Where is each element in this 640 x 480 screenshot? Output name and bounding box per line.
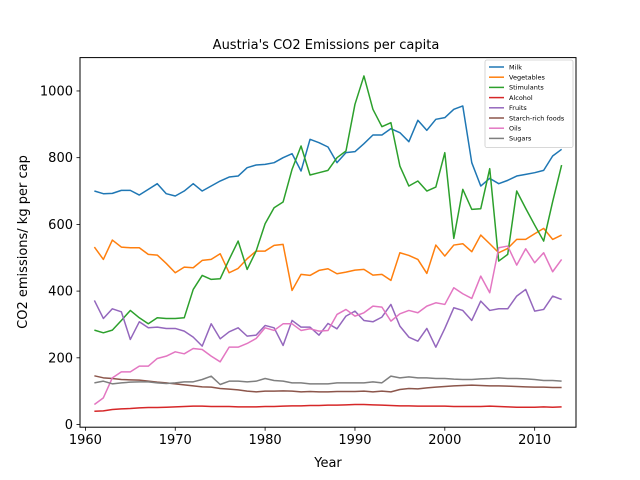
- x-tick-label: 1970: [159, 433, 192, 448]
- series-line-sugars: [94, 375, 562, 386]
- x-tick-label: 1990: [338, 433, 371, 448]
- legend-label-milk: Milk: [509, 63, 522, 71]
- legend-label-stimulants: Stimulants: [509, 84, 544, 92]
- series-line-oils: [93, 245, 563, 406]
- y-tick-label: 0: [65, 418, 73, 433]
- legend-label-sugars: Sugars: [509, 135, 532, 143]
- x-tick-label: 1960: [69, 433, 102, 448]
- y-tick-label: 600: [48, 218, 73, 233]
- x-tick-label: 2010: [518, 433, 551, 448]
- legend-label-fruits: Fruits: [509, 104, 527, 112]
- series-line-alcohol: [94, 403, 562, 412]
- legend-label-starch-rich-foods: Starch-rich foods: [509, 114, 565, 122]
- x-tick-label: 2000: [428, 433, 461, 448]
- series-line-fruits: [93, 288, 562, 348]
- legend-label-vegetables: Vegetables: [509, 74, 546, 82]
- y-tick-label: 400: [48, 285, 73, 300]
- series-line-stimulants: [94, 75, 563, 334]
- x-tick-label: 1980: [249, 433, 282, 448]
- series-line-vegetables: [93, 227, 562, 292]
- y-tick-label: 800: [48, 151, 73, 166]
- legend-label-alcohol: Alcohol: [509, 94, 533, 102]
- series-layer: [93, 75, 563, 412]
- chart-title: Austria's CO2 Emissions per capita: [213, 38, 440, 53]
- legend-box: [484, 59, 574, 148]
- y-tick-label: 200: [48, 351, 73, 366]
- x-axis-label: Year: [313, 456, 342, 471]
- series-line-milk: [94, 105, 563, 197]
- legend: Milk Vegetables Stimulants Alcohol Fruits Sta…: [484, 59, 574, 148]
- y-axis-label: CO2 emissions/ kg per cap: [16, 155, 31, 329]
- y-tick-label: 1000: [40, 84, 73, 99]
- legend-label-oils: Oils: [509, 125, 522, 133]
- plot-frame: [79, 57, 577, 428]
- axes-layer: 1960 1970 1980 1990 2000 2010 0 200 400 600 800 100…: [40, 84, 551, 448]
